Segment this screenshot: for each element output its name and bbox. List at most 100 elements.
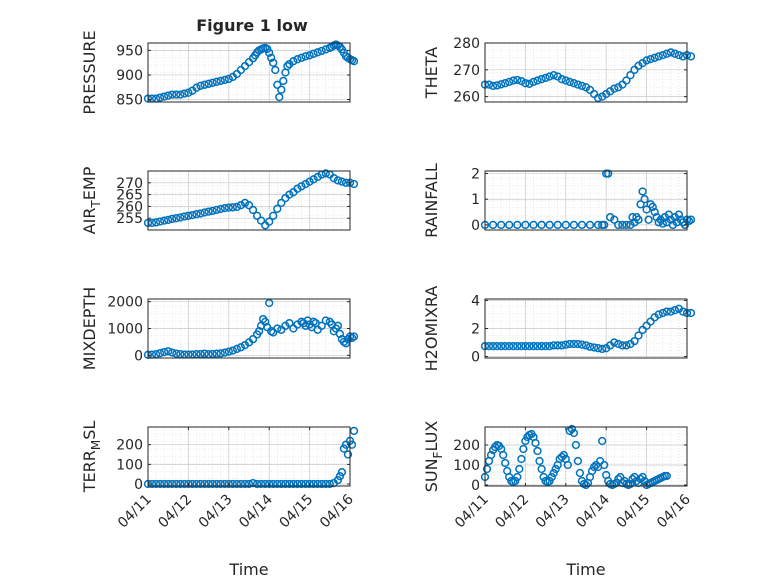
data-point: [244, 479, 254, 489]
data-point: [525, 79, 534, 88]
data-point: [549, 341, 558, 350]
data-point: [208, 479, 217, 489]
y-tick-label: 270: [116, 176, 143, 192]
data-point: [180, 89, 189, 98]
data-point: [279, 76, 288, 86]
data-point: [492, 81, 502, 90]
data-point: [577, 340, 587, 349]
y-tick-label: 0: [471, 478, 480, 494]
data-point: [232, 344, 242, 354]
data-point: [585, 220, 595, 230]
data-point: [321, 479, 330, 489]
data-point: [630, 336, 639, 346]
data-point: [273, 324, 282, 333]
data-point: [533, 341, 542, 351]
data-point: [269, 58, 278, 67]
data-point: [589, 343, 599, 352]
data-point: [309, 175, 318, 184]
data-point: [614, 339, 623, 349]
data-point: [505, 77, 514, 87]
data-point: [232, 479, 242, 489]
data-point: [545, 72, 554, 81]
data-point: [533, 446, 542, 456]
data-point: [155, 349, 165, 358]
data-point: [517, 76, 526, 86]
data-point: [604, 169, 613, 178]
data-point: [515, 464, 524, 474]
data-point: [525, 341, 534, 351]
data-point: [561, 76, 570, 85]
data-point: [271, 65, 280, 75]
data-point: [513, 472, 522, 482]
data-point: [563, 460, 572, 470]
data-point: [335, 472, 345, 481]
data-point: [501, 458, 510, 468]
data-point: [341, 339, 351, 348]
data-point: [188, 479, 197, 489]
data-point: [285, 479, 294, 489]
data-point: [196, 479, 205, 489]
data-point: [256, 216, 266, 225]
data-point: [228, 203, 237, 212]
data-point: [553, 220, 562, 230]
data-point: [531, 438, 540, 448]
data-point: [545, 341, 554, 351]
data-point: [577, 81, 587, 91]
data-point: [168, 90, 177, 99]
data-point: [333, 321, 343, 330]
data-point: [529, 220, 538, 230]
data-point: [662, 49, 671, 58]
data-point: [151, 218, 161, 227]
data-point: [329, 173, 338, 183]
data-point: [265, 48, 274, 57]
data-point: [577, 220, 587, 230]
data-point: [545, 476, 554, 486]
y-axis-label: H2OMIXRA: [422, 286, 441, 372]
data-point: [220, 75, 229, 85]
data-point: [589, 462, 599, 472]
data-point: [317, 321, 326, 330]
data-point: [273, 479, 282, 489]
data-point: [269, 479, 278, 489]
data-point: [640, 195, 649, 204]
data-point: [176, 479, 185, 489]
y-tick-label: 1000: [107, 322, 143, 338]
data-point: [224, 479, 233, 489]
data-point: [497, 80, 506, 89]
data-point: [172, 349, 181, 358]
y-tick-label: 850: [116, 93, 143, 109]
data-point: [265, 217, 274, 226]
y-axis-label-subscript: F: [431, 451, 445, 458]
figure-title: Figure 1 low: [196, 16, 308, 35]
data-point: [147, 218, 157, 228]
data-point: [557, 341, 566, 350]
data-point: [482, 464, 492, 474]
data-point: [289, 57, 298, 66]
data-point: [505, 472, 514, 482]
data-point: [180, 479, 189, 489]
data-point: [521, 79, 530, 88]
data-point: [216, 349, 225, 358]
data-point: [622, 76, 631, 85]
data-point: [248, 335, 258, 344]
data-point: [557, 75, 566, 84]
y-tick-label: 200: [453, 438, 480, 454]
data-point: [644, 215, 653, 224]
data-point: [228, 346, 237, 355]
y-axis-label-subscript: M: [89, 440, 103, 450]
data-point: [622, 220, 631, 230]
y-axis-label: PRESSURE: [80, 30, 99, 114]
data-point: [349, 57, 359, 66]
data-point: [277, 198, 286, 208]
data-point: [618, 341, 627, 350]
data-point: [488, 81, 498, 91]
data-point: [565, 339, 574, 349]
axes-box: [484, 42, 688, 103]
data-point: [638, 472, 647, 482]
data-point: [236, 343, 246, 352]
data-point: [321, 316, 330, 325]
data-point: [155, 93, 165, 102]
data-point: [519, 444, 528, 454]
y-tick-label: 1: [471, 192, 480, 208]
